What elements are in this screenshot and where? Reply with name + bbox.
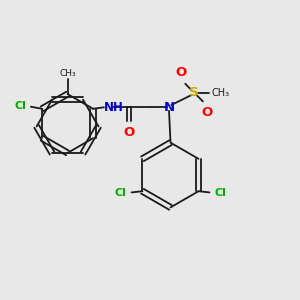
Text: N: N (164, 101, 175, 114)
Text: S: S (189, 86, 199, 99)
Text: Cl: Cl (214, 188, 226, 198)
Text: Cl: Cl (14, 101, 26, 111)
Text: CH₃: CH₃ (212, 88, 230, 98)
Text: Cl: Cl (115, 188, 127, 198)
Text: O: O (176, 66, 187, 79)
Text: O: O (124, 126, 135, 140)
Text: NH: NH (104, 101, 124, 114)
Text: O: O (201, 106, 212, 119)
Text: CH₃: CH₃ (59, 69, 76, 78)
